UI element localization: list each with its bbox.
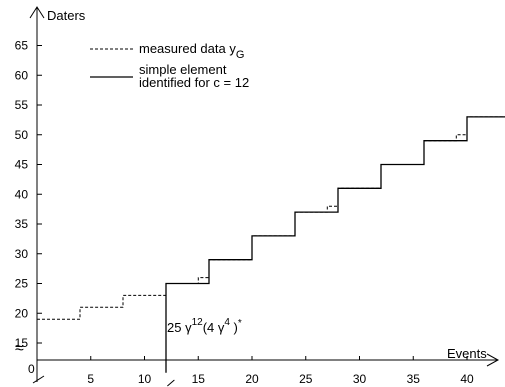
y-tick-label: 45 bbox=[15, 158, 29, 172]
ticks: 152025303540455055606551015202530354045 bbox=[15, 39, 474, 387]
x-tick-label: 30 bbox=[353, 372, 367, 386]
x-axis-arrow bbox=[486, 353, 500, 367]
y-tick-label: 15 bbox=[15, 336, 29, 350]
axis-break-symbol: ≈ bbox=[15, 340, 24, 357]
y-tick-label: 65 bbox=[15, 39, 29, 53]
x-tick-label: 20 bbox=[245, 372, 259, 386]
y-tick-label: 30 bbox=[15, 247, 29, 261]
annotation-tick-mark bbox=[167, 379, 175, 387]
x-axis-label: Events bbox=[447, 346, 487, 361]
y-tick-label: 55 bbox=[15, 98, 29, 112]
x-origin-label: 0 bbox=[28, 362, 35, 376]
y-tick-label: 35 bbox=[15, 217, 29, 231]
annotation-formula: 25 γ12(4 γ4 )* bbox=[167, 317, 242, 335]
legend: measured data yG simple element identifi… bbox=[90, 41, 249, 90]
x-tick-label: 35 bbox=[407, 372, 421, 386]
x-tick-label: 10 bbox=[138, 372, 152, 386]
series-line-simple bbox=[165, 116, 505, 373]
x-axis-break-mark bbox=[32, 375, 45, 384]
y-tick-label: 40 bbox=[15, 187, 29, 201]
x-tick-label: 15 bbox=[192, 372, 206, 386]
y-tick-label: 25 bbox=[15, 277, 29, 291]
x-tick-label: 5 bbox=[87, 372, 94, 386]
axes bbox=[29, 6, 500, 384]
series-layer bbox=[37, 116, 505, 387]
x-tick-label: 25 bbox=[299, 372, 313, 386]
x-tick-label: 40 bbox=[460, 372, 474, 386]
legend-label-simple-line2: identified for c = 12 bbox=[139, 75, 249, 90]
y-axis-arrow bbox=[29, 6, 45, 19]
y-tick-label: 50 bbox=[15, 128, 29, 142]
series-line-measured bbox=[37, 116, 505, 320]
y-tick-label: 60 bbox=[15, 68, 29, 82]
legend-label-measured: measured data yG bbox=[139, 41, 244, 61]
legend-label-simple-line1: simple element bbox=[139, 62, 227, 77]
y-axis-label: Daters bbox=[47, 8, 86, 23]
y-tick-label: 20 bbox=[15, 306, 29, 320]
